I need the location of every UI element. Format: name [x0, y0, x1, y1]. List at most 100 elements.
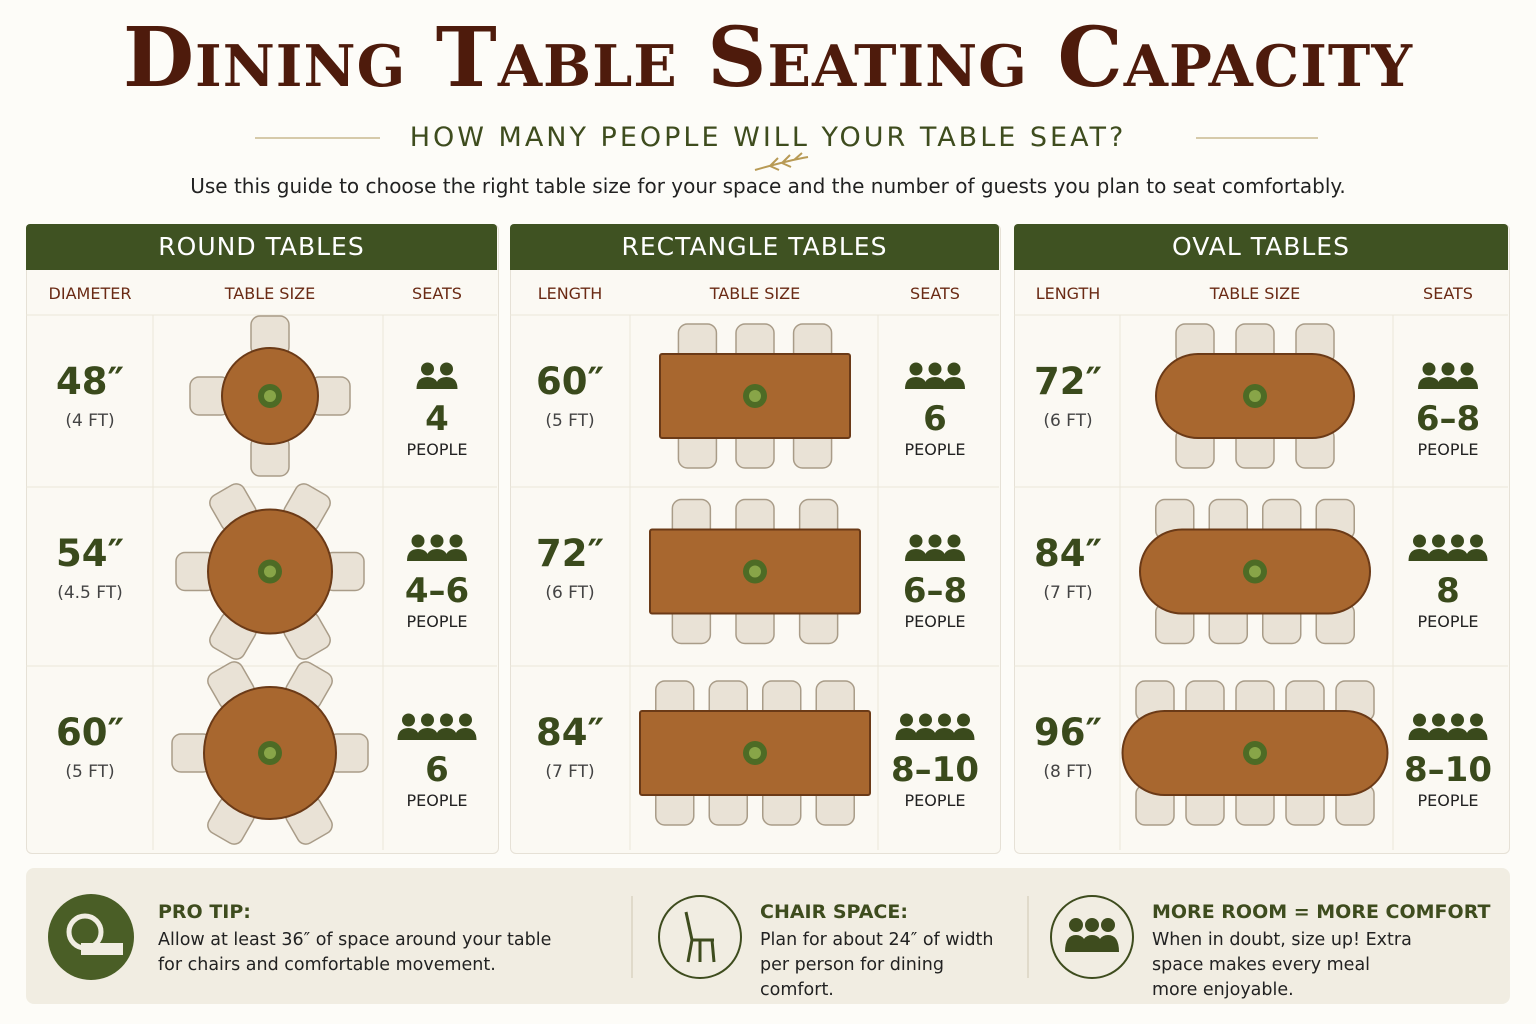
person-icon — [435, 377, 458, 389]
person-icon — [919, 713, 932, 727]
person-icon — [445, 549, 467, 561]
person-icon — [914, 728, 937, 740]
seat-unit: PEOPLE — [904, 612, 966, 631]
person-icon — [411, 534, 425, 548]
person-icon — [397, 728, 420, 740]
tip-icon — [48, 894, 134, 980]
column-header: LENGTH — [1035, 284, 1101, 303]
tip-title: CHAIR SPACE: — [760, 901, 908, 923]
size-feet: (8 FT) — [1043, 762, 1093, 782]
person-icon — [938, 713, 951, 727]
person-icon — [928, 362, 942, 376]
person-icon — [1446, 549, 1469, 561]
tip-title: MORE ROOM = MORE COMFORT — [1152, 901, 1491, 923]
tip-icon — [658, 895, 742, 979]
size-feet: (5 FT) — [65, 762, 115, 782]
person-icon — [924, 377, 946, 389]
tip-title: PRO TIP: — [158, 901, 251, 923]
person-icon — [1418, 377, 1440, 389]
person-icon — [1427, 728, 1450, 740]
person-icon — [1451, 534, 1464, 548]
sprig — [754, 152, 809, 171]
person-icon — [1422, 362, 1436, 376]
centerpiece — [749, 565, 761, 578]
size-feet: (5 FT) — [545, 411, 595, 431]
column-header: LENGTH — [537, 284, 603, 303]
seat-unit: PEOPLE — [406, 612, 468, 631]
centerpiece — [1249, 747, 1261, 759]
column-header: TABLE SIZE — [709, 284, 801, 303]
person-icon — [1408, 728, 1431, 740]
seat-unit: PEOPLE — [1417, 612, 1479, 631]
size-feet: (7 FT) — [545, 762, 595, 782]
person-icon — [905, 377, 927, 389]
person-icon — [402, 713, 415, 727]
seat-unit: PEOPLE — [1417, 440, 1479, 459]
person-icon — [1470, 534, 1483, 548]
tip-icon — [1097, 935, 1119, 952]
seat-count: 8–10 — [891, 750, 979, 790]
subtitle: HOW MANY PEOPLE WILL YOUR TABLE SEAT? — [409, 122, 1127, 153]
person-icon — [957, 713, 970, 727]
person-icon — [459, 713, 472, 727]
seat-count: 6–8 — [1415, 399, 1481, 439]
centerpiece — [749, 747, 761, 759]
person-icon — [426, 549, 448, 561]
column-header: TABLE SIZE — [224, 284, 316, 303]
person-icon — [416, 377, 439, 389]
tips-band — [26, 868, 1510, 1004]
person-icon — [440, 713, 453, 727]
person-icon — [1470, 713, 1483, 727]
person-icon — [924, 549, 946, 561]
person-icon — [943, 549, 965, 561]
size: 84″ — [535, 711, 605, 754]
person-icon — [909, 362, 923, 376]
tip-icon — [1050, 895, 1134, 979]
person-icon — [928, 534, 942, 548]
person-icon — [1408, 549, 1431, 561]
column-header: DIAMETER — [48, 284, 132, 303]
person-icon — [1413, 534, 1426, 548]
size: 72″ — [535, 532, 605, 575]
person-icon — [943, 377, 965, 389]
centerpiece — [1249, 390, 1261, 402]
person-icon — [440, 362, 453, 376]
person-icon — [900, 713, 913, 727]
column-header: SEATS — [1423, 284, 1473, 303]
person-icon — [1432, 534, 1445, 548]
tip-text: When in doubt, size up! Extra space make… — [1152, 930, 1412, 1000]
title: Dining Table Seating Capacity — [122, 10, 1414, 106]
seat-unit: PEOPLE — [904, 440, 966, 459]
size-feet: (4 FT) — [65, 411, 115, 431]
size-feet: (6 FT) — [545, 583, 595, 603]
person-icon — [905, 549, 927, 561]
person-icon — [952, 728, 975, 740]
person-icon — [1437, 377, 1459, 389]
seat-unit: PEOPLE — [904, 791, 966, 810]
centerpiece — [1249, 565, 1261, 578]
size-feet: (4.5 FT) — [57, 583, 123, 603]
seat-unit: PEOPLE — [1417, 791, 1479, 810]
person-icon — [909, 534, 923, 548]
size: 72″ — [1033, 360, 1103, 403]
person-icon — [1441, 362, 1455, 376]
tip-text: Allow at least 36″ of space around your … — [158, 930, 552, 975]
column-header: TABLE SIZE — [1209, 284, 1301, 303]
seat-unit: PEOPLE — [406, 791, 468, 810]
tip-icon — [1101, 918, 1115, 932]
seat-count: 4 — [425, 399, 449, 439]
size: 84″ — [1033, 532, 1103, 575]
size: 60″ — [535, 360, 605, 403]
section-title: ROUND TABLES — [26, 224, 497, 270]
person-icon — [1460, 362, 1474, 376]
person-icon — [1465, 728, 1488, 740]
tip-text: Plan for about 24″ of width per person f… — [760, 930, 994, 1000]
centerpiece — [264, 565, 276, 578]
person-icon — [421, 362, 434, 376]
tip-icon — [1085, 918, 1099, 932]
seat-count: 8 — [1436, 571, 1460, 611]
person-icon — [933, 728, 956, 740]
person-icon — [947, 534, 961, 548]
size: 60″ — [55, 711, 125, 754]
